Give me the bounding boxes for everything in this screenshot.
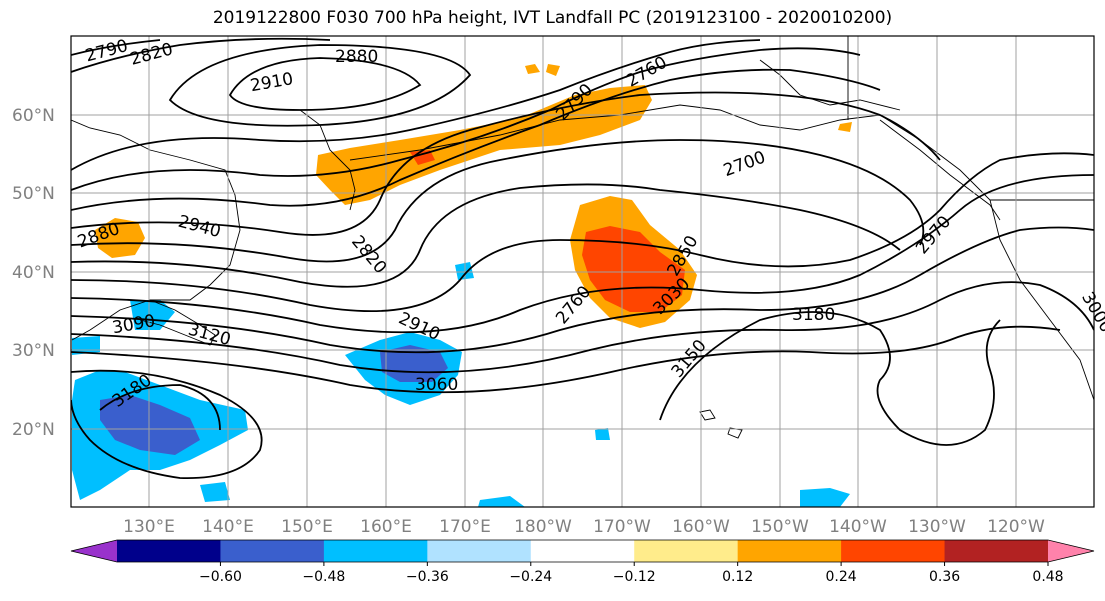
lat-label-40n: 40°N bbox=[12, 263, 55, 283]
height-contours bbox=[71, 37, 1094, 479]
lon-label: 130°E bbox=[123, 517, 175, 537]
map-border bbox=[70, 35, 1095, 508]
lon-label: 140°E bbox=[202, 517, 254, 537]
contour-3150 bbox=[71, 369, 263, 479]
lon-label: 150°E bbox=[281, 517, 333, 537]
colorbar-segment bbox=[841, 540, 946, 562]
colorbar-tick-label: 0.24 bbox=[826, 569, 857, 585]
asia-coast bbox=[71, 119, 241, 341]
contour-n1 bbox=[71, 39, 761, 171]
colorbar-tick-label: −0.36 bbox=[406, 569, 449, 585]
west-coast-canada bbox=[879, 119, 1001, 221]
colorbar-outline bbox=[70, 539, 1095, 563]
positive-anomaly-alaska bbox=[525, 64, 852, 132]
lon-label: 150°W bbox=[751, 517, 809, 537]
colorbar-segment bbox=[323, 540, 428, 562]
colorbar-tick-label: 0.12 bbox=[722, 569, 753, 585]
colorbar-segment bbox=[944, 540, 1049, 562]
contour-n3 bbox=[71, 68, 881, 211]
contour-n5 bbox=[71, 139, 925, 263]
colorbar-ticks: −0.60 −0.48 −0.36 −0.24 −0.12 0.12 0.24 0.36 0.4… bbox=[199, 562, 1064, 585]
colorbar-tick-label: 0.48 bbox=[1032, 569, 1063, 585]
contour-3090 bbox=[71, 281, 1094, 374]
contour-n9 bbox=[71, 226, 1094, 354]
contour-3180-east bbox=[659, 311, 1001, 446]
lon-label: 130°W bbox=[908, 517, 966, 537]
lat-label-50n: 50°N bbox=[12, 184, 55, 204]
contour-n8 bbox=[71, 174, 1094, 334]
longitude-labels: 130°E 140°E 150°E 160°E 170°E 180°W 170°… bbox=[123, 517, 1045, 537]
lon-label: 180°W bbox=[514, 517, 572, 537]
lon-label: 160°W bbox=[672, 517, 730, 537]
colorbar-segment bbox=[737, 540, 842, 562]
contour-label: 2880 bbox=[335, 47, 378, 67]
colorbar-segment bbox=[634, 540, 739, 562]
colorbar-tick-label: −0.60 bbox=[199, 569, 242, 585]
lon-label: 140°W bbox=[829, 517, 887, 537]
lon-label: 160°E bbox=[360, 517, 412, 537]
japan-coast bbox=[139, 299, 216, 346]
colorbar-tick-label: −0.24 bbox=[509, 569, 552, 585]
lon-label: 120°W bbox=[987, 517, 1045, 537]
colorbar: −0.60 −0.48 −0.36 −0.24 −0.12 0.12 0.24 0.36 0.4… bbox=[70, 539, 1095, 585]
lat-label-20n: 20°N bbox=[12, 420, 55, 440]
lon-label: 170°W bbox=[593, 517, 651, 537]
contour-2880 bbox=[168, 44, 472, 127]
alaska-coast bbox=[759, 59, 901, 111]
latitude-labels: 60°N 50°N 40°N 30°N 20°N bbox=[12, 106, 55, 440]
colorbar-segment bbox=[427, 540, 532, 562]
positive-anomaly-west bbox=[95, 218, 145, 258]
colorbar-segment bbox=[220, 540, 325, 562]
colorbar-segment bbox=[117, 540, 221, 562]
colorbar-tick-label: −0.48 bbox=[302, 569, 345, 585]
colorbar-segment bbox=[530, 540, 635, 562]
figure-title: 2019122800 F030 700 hPa height, IVT Land… bbox=[212, 8, 893, 28]
contour-n7 bbox=[71, 152, 1094, 313]
aleutian-coast bbox=[349, 104, 1094, 401]
colorbar-tick-label: −0.12 bbox=[613, 569, 656, 585]
contour-n2 bbox=[71, 47, 861, 191]
contour-2790-nw bbox=[71, 39, 161, 56]
contour-2910-low bbox=[228, 57, 422, 111]
colorbar-segments bbox=[70, 539, 1095, 563]
lon-label: 170°E bbox=[439, 517, 491, 537]
contour-n4 bbox=[71, 91, 941, 236]
colorbar-extend-max bbox=[1048, 540, 1094, 562]
contour-3180-west bbox=[99, 384, 221, 431]
contour-label: 3180 bbox=[792, 305, 835, 325]
contour-2820-nw bbox=[71, 37, 331, 73]
contour-3120 bbox=[71, 325, 1061, 394]
lat-label-60n: 60°N bbox=[12, 106, 55, 126]
colorbar-tick-label: 0.36 bbox=[929, 569, 960, 585]
colorbar-extend-min bbox=[71, 540, 117, 562]
negative-anomaly-west-pacific-core bbox=[100, 395, 200, 455]
contour-n6 bbox=[71, 183, 901, 288]
contour-label: 3060 bbox=[415, 375, 458, 395]
lat-label-30n: 30°N bbox=[12, 341, 55, 361]
